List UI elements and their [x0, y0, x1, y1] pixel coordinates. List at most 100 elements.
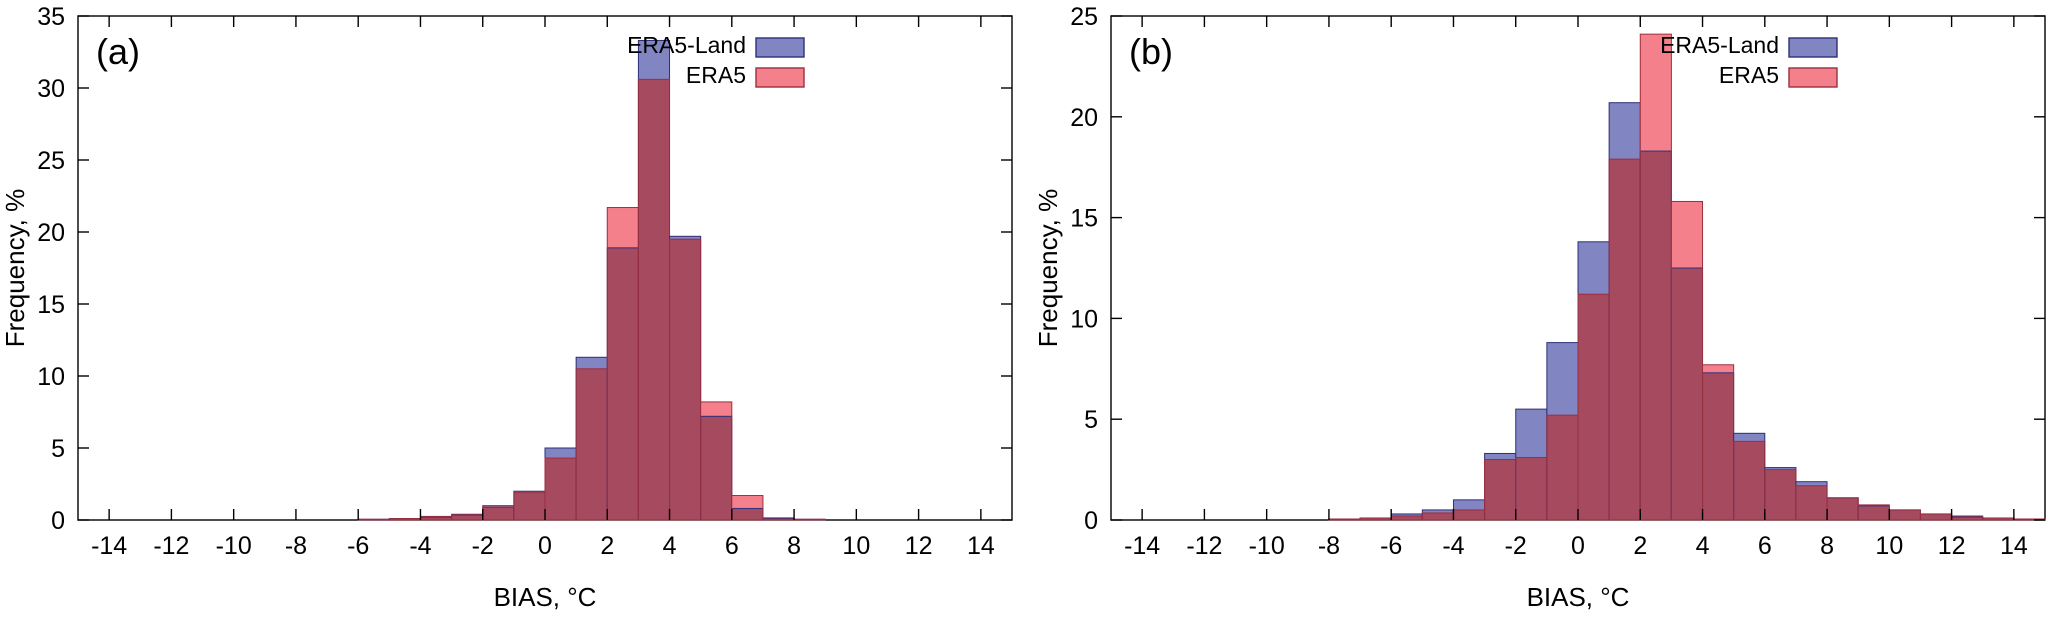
- y-tick-label: 20: [37, 219, 65, 247]
- bar-era5-outline: [357, 518, 390, 521]
- bar-era5-outline: [1670, 200, 1704, 521]
- x-tick-label: -4: [409, 532, 431, 560]
- bar-overlap: [1982, 517, 2014, 520]
- y-tick-label: 15: [37, 291, 65, 319]
- bar-overlap: [2013, 518, 2045, 520]
- x-tick-label: -14: [1124, 532, 1160, 560]
- y-tick-label: 35: [37, 3, 65, 31]
- bar-overlap: [545, 458, 577, 520]
- x-tick-label: 12: [905, 532, 933, 560]
- bars-group: [1328, 33, 2046, 521]
- y-tick-label: 5: [1084, 406, 1098, 434]
- bar-overlap: [1951, 516, 1983, 520]
- bar-overlap: [1733, 441, 1765, 520]
- y-axis-title: Frequency, %: [0, 189, 30, 347]
- x-tick-label: 10: [1875, 532, 1903, 560]
- bar-overlap: [1360, 517, 1392, 520]
- x-tick-label: 4: [663, 532, 677, 560]
- bar-overlap: [1484, 459, 1516, 520]
- x-tick-label: -6: [347, 532, 369, 560]
- bar-overlap: [607, 247, 639, 520]
- bar-overlap: [1578, 294, 1610, 520]
- x-tick-label: 2: [600, 532, 614, 560]
- x-tick-label: -12: [1186, 532, 1222, 560]
- y-tick-label: 25: [37, 147, 65, 175]
- x-tick-label: 6: [725, 532, 739, 560]
- x-tick-label: 6: [1758, 532, 1772, 560]
- x-axis-title: BIAS, °C: [494, 582, 597, 612]
- y-tick-label: 15: [1070, 205, 1098, 233]
- legend-label: ERA5-Land: [627, 32, 746, 58]
- bar-overlap: [1671, 268, 1703, 520]
- legend-swatch: [755, 37, 805, 58]
- bar-overlap: [1453, 509, 1485, 520]
- bar-overlap: [1920, 513, 1952, 520]
- x-tick-label: -10: [1249, 532, 1285, 560]
- bar-overlap: [1889, 509, 1921, 520]
- x-tick-label: 2: [1633, 532, 1647, 560]
- x-tick-label: -12: [153, 532, 189, 560]
- bar-overlap: [420, 517, 452, 520]
- bar-overlap: [482, 507, 514, 520]
- bar-overlap: [451, 514, 483, 520]
- y-tick-label: 25: [1070, 3, 1098, 31]
- chart-panel-b: -14 -12 -10 -8 -6 -4 -2 0 2 4 6 8 10 12 14 0 5 10 15 20 25 BI…: [1033, 0, 2066, 632]
- bar-era5-outline: [793, 518, 826, 521]
- x-tick-label: -2: [472, 532, 494, 560]
- y-tick-label: 0: [51, 507, 65, 535]
- bar-overlap: [669, 239, 701, 520]
- bar-overlap: [762, 518, 795, 520]
- histogram-b-svg: -14 -12 -10 -8 -6 -4 -2 0 2 4 6 8 10 12 14 0 5 10 15 20 25 BI…: [1033, 3, 2046, 612]
- panel-label: (a): [96, 31, 140, 72]
- x-tick-label: -10: [216, 532, 252, 560]
- y-tick-label: 10: [1070, 305, 1098, 333]
- bar-overlap: [1391, 515, 1423, 520]
- plot-frame: [77, 15, 1013, 521]
- legend-swatch: [1788, 67, 1838, 88]
- x-tick-label: 10: [842, 532, 870, 560]
- bar-overlap: [513, 492, 545, 520]
- x-tick-label: 14: [2000, 532, 2028, 560]
- bar-overlap: [1702, 372, 1734, 520]
- bar-overlap: [731, 508, 763, 520]
- x-tick-label: 14: [967, 532, 995, 560]
- x-tick-label: 12: [1938, 532, 1966, 560]
- y-tick-label: 30: [37, 75, 65, 103]
- bars-group: [357, 39, 826, 521]
- bar-overlap: [1764, 469, 1796, 520]
- bar-era5-outline: [700, 401, 733, 521]
- y-axis-title: Frequency, %: [1033, 189, 1063, 347]
- bar-overlap: [389, 518, 421, 520]
- legend-label: ERA5: [1719, 62, 1779, 88]
- x-tick-label: -8: [1318, 532, 1340, 560]
- bar-overlap: [1422, 512, 1454, 520]
- chart-panel-a: -14 -12 -10 -8 -6 -4 -2 0 2 4 6 8 10 12 14 0 5 10 15 20 25 30…: [0, 0, 1033, 632]
- panel-label: (b): [1129, 31, 1173, 72]
- bar-era5-outline: [731, 495, 764, 521]
- x-tick-label: 8: [787, 532, 801, 560]
- x-tick-label: -6: [1380, 532, 1402, 560]
- x-tick-label: 0: [1571, 532, 1585, 560]
- y-tick-label: 5: [51, 435, 65, 463]
- legend-swatch: [1788, 37, 1838, 58]
- y-tick-label: 20: [1070, 104, 1098, 132]
- bar-overlap: [1640, 151, 1672, 520]
- bar-overlap: [700, 416, 732, 520]
- bar-overlap: [1858, 505, 1890, 520]
- bar-overlap: [1609, 159, 1641, 521]
- bar-overlap: [1546, 415, 1578, 520]
- bar-overlap: [1515, 457, 1547, 520]
- x-tick-label: 8: [1820, 532, 1834, 560]
- x-tick-label: -2: [1505, 532, 1527, 560]
- x-tick-label: -14: [91, 532, 127, 560]
- x-tick-label: -8: [285, 532, 307, 560]
- legend-label: ERA5: [686, 62, 746, 88]
- bar-era5-outline: [669, 238, 702, 521]
- legend-label: ERA5-Land: [1660, 32, 1779, 58]
- x-tick-label: 4: [1696, 532, 1710, 560]
- y-tick-label: 0: [1084, 507, 1098, 535]
- x-tick-label: 0: [538, 532, 552, 560]
- histogram-a-svg: -14 -12 -10 -8 -6 -4 -2 0 2 4 6 8 10 12 14 0 5 10 15 20 25 30…: [0, 3, 1013, 612]
- bar-overlap: [1795, 485, 1828, 520]
